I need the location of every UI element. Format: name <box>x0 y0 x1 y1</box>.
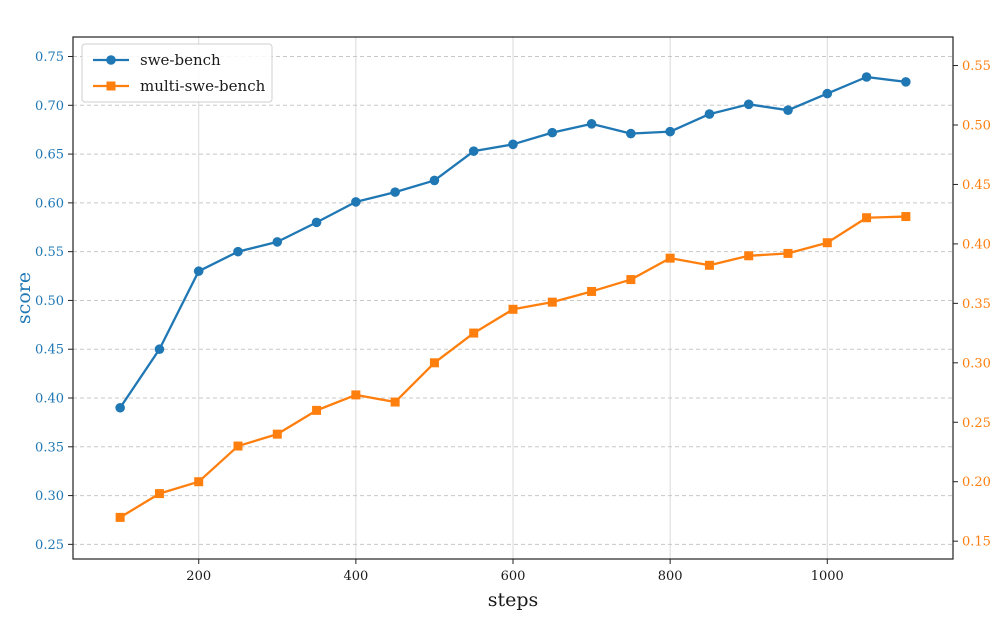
y-left-tick-label: 0.30 <box>35 489 64 504</box>
y-left-tick-label: 0.70 <box>35 99 64 114</box>
swe-bench-point <box>272 237 283 247</box>
y-left-tick-label: 0.50 <box>35 294 64 309</box>
multi-swe-bench-point <box>469 328 479 338</box>
multi-swe-bench-point <box>901 212 911 222</box>
swe-bench-point <box>861 72 872 82</box>
multi-swe-bench-point <box>862 213 872 223</box>
swe-bench-point <box>901 77 911 87</box>
y-left-tick-label: 0.55 <box>35 245 64 260</box>
legend-label: swe-bench <box>140 51 221 69</box>
swe-bench-point <box>351 197 361 207</box>
y-right-tick-label: 0.35 <box>962 297 991 312</box>
swe-bench-point <box>743 99 754 110</box>
swe-bench-point <box>626 128 636 139</box>
y-right-tick-label: 0.30 <box>962 356 991 371</box>
legend-label: multi-swe-bench <box>140 77 266 95</box>
y-left-tick-label: 0.75 <box>35 50 64 65</box>
multi-swe-bench-point <box>744 251 754 261</box>
swe-bench-point <box>586 119 597 129</box>
multi-swe-bench-point <box>390 397 400 407</box>
swe-bench-point <box>704 109 715 119</box>
axis-ticks: 200 400 600 800 1000 0.25 0.30 0.35 0.40 0.45 0.50… <box>35 50 991 584</box>
x-tick-label: 1000 <box>811 569 844 584</box>
multi-swe-bench-point <box>547 297 557 307</box>
swe-bench-point <box>508 139 518 150</box>
y-left-tick-label: 0.65 <box>35 148 64 163</box>
x-tick-label: 400 <box>343 569 368 584</box>
swe-bench-point <box>783 105 793 115</box>
multi-swe-bench-point <box>665 253 675 263</box>
y-axis-label: score <box>13 272 35 324</box>
multi-swe-bench-point <box>783 248 793 258</box>
multi-swe-bench-point <box>233 441 243 451</box>
y-left-tick-label: 0.40 <box>35 392 64 407</box>
multi-swe-bench-point <box>508 304 518 314</box>
swe-bench-point <box>311 217 322 228</box>
legend: swe-bench multi-swe-bench <box>81 43 273 103</box>
swe-bench-point <box>233 246 243 257</box>
multi-swe-bench-point <box>154 489 164 499</box>
y-right-tick-label: 0.50 <box>962 118 991 133</box>
swe-bench-point <box>429 175 440 186</box>
y-right-tick-label: 0.25 <box>962 416 991 431</box>
y-right-tick-label: 0.55 <box>962 59 991 74</box>
swe-bench-point <box>822 88 833 99</box>
legend-swatch-marker <box>106 81 116 91</box>
swe-bench-point <box>390 187 400 197</box>
swe-bench-point <box>154 344 165 355</box>
multi-swe-bench-point <box>272 429 282 439</box>
swe-bench-point <box>547 127 558 138</box>
x-axis-label: steps <box>488 589 539 611</box>
swe-bench-point <box>115 402 125 413</box>
y-right-tick-label: 0.15 <box>962 535 991 550</box>
multi-swe-bench-point <box>626 275 636 285</box>
y-left-tick-label: 0.35 <box>35 440 64 455</box>
swe-bench-point <box>468 146 479 156</box>
swe-bench-point <box>193 266 204 276</box>
multi-swe-bench-point <box>115 512 125 522</box>
y-right-tick-label: 0.40 <box>962 237 991 252</box>
multi-swe-bench-point <box>587 286 597 296</box>
y-left-tick-label: 0.45 <box>35 343 64 358</box>
x-tick-label: 600 <box>501 569 526 584</box>
y-right-tick-label: 0.45 <box>962 178 991 193</box>
y-right-tick-label: 0.20 <box>962 475 991 490</box>
series-layer <box>115 72 911 522</box>
grid-lines <box>73 37 953 559</box>
multi-swe-bench-point <box>351 390 361 400</box>
y-left-tick-label: 0.60 <box>35 196 64 211</box>
x-tick-label: 200 <box>186 569 211 584</box>
legend-swatch-marker <box>106 55 116 65</box>
swe-bench-point <box>665 126 675 137</box>
legend-box <box>81 43 273 103</box>
multi-swe-bench-point <box>429 358 439 368</box>
multi-swe-bench-point <box>704 260 714 270</box>
multi-swe-bench-point <box>822 238 832 248</box>
multi-swe-bench-point <box>194 477 204 487</box>
x-tick-label: 800 <box>658 569 683 584</box>
multi-swe-bench-point <box>312 405 322 415</box>
y-left-tick-label: 0.25 <box>35 538 64 553</box>
